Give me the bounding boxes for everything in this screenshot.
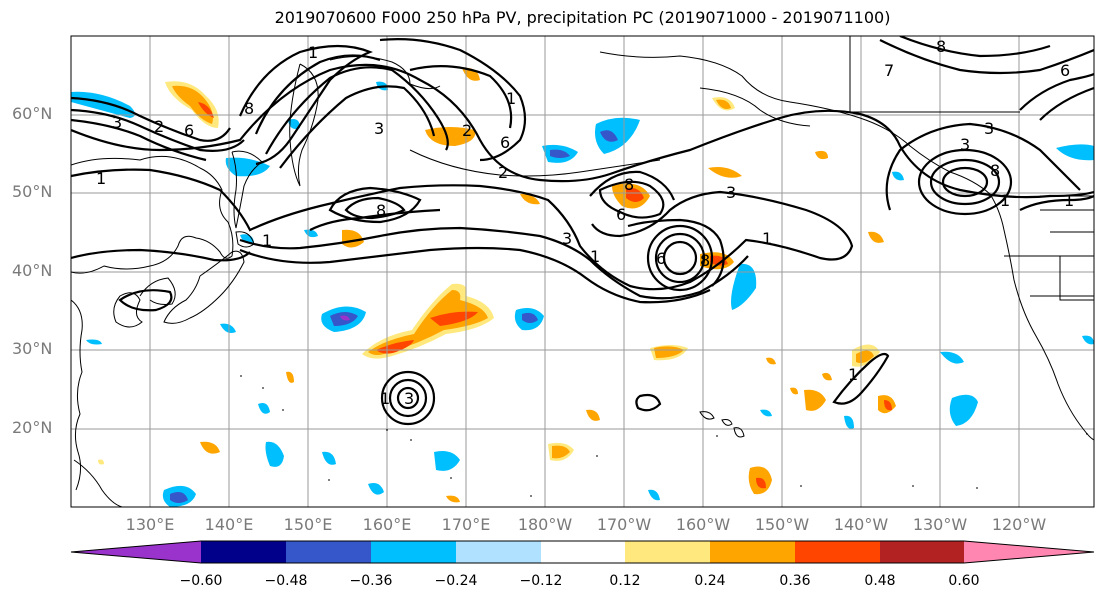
- pv-contours: [71, 36, 1094, 426]
- contour-label: 1: [848, 365, 858, 384]
- contour-label: 8: [244, 99, 254, 118]
- colorbar-segment: [541, 541, 626, 563]
- colorbar: [70, 540, 1095, 564]
- contour-label: 6: [616, 205, 626, 224]
- colorbar-segment: [795, 541, 881, 563]
- lon-label: 130°W: [912, 515, 968, 534]
- contour-label: 1: [380, 389, 390, 408]
- contour-label: 3: [112, 113, 122, 132]
- contour-label: 1: [96, 169, 106, 188]
- colorbar-segment: [710, 541, 796, 563]
- lon-label: 170°E: [441, 515, 491, 534]
- colorbar-segment: [625, 541, 711, 563]
- colorbar-segment: [286, 541, 372, 563]
- contour-label: 3: [960, 135, 970, 154]
- colorbar-tick: −0.12: [519, 573, 563, 589]
- contour-label: 1: [506, 89, 516, 108]
- contour-label: 7: [884, 61, 894, 80]
- colorbar-segment: [880, 541, 965, 563]
- contour-label: 3: [984, 119, 994, 138]
- colorbar-extend-high: [964, 541, 1094, 563]
- lon-label: 170°W: [596, 515, 652, 534]
- colorbar-tick: −0.48: [264, 573, 308, 589]
- map-title: 2019070600 F000 250 hPa PV, precipitatio…: [274, 8, 891, 27]
- contour-label: 8: [990, 161, 1000, 180]
- contour-label: 1: [762, 229, 772, 248]
- contour-label: 8: [376, 201, 386, 220]
- lon-label: 180°W: [517, 515, 573, 534]
- map-frame: [70, 35, 1095, 508]
- contour-label: 8: [936, 37, 946, 56]
- colorbar-tick: −0.24: [434, 573, 478, 589]
- contour-label: 3: [726, 183, 736, 202]
- contour-label: 3: [562, 229, 572, 248]
- contour-label: 3: [374, 119, 384, 138]
- lat-label: 60°N: [12, 104, 53, 123]
- lon-label: 150°E: [283, 515, 333, 534]
- lat-label: 20°N: [12, 418, 53, 437]
- colorbar-extend-low: [71, 541, 201, 563]
- lat-label: 50°N: [12, 182, 53, 201]
- contour-label: 1: [308, 43, 318, 62]
- colorbar-tick: 0.12: [609, 573, 641, 589]
- colorbar-segment: [371, 541, 457, 563]
- contour-label: 6: [184, 121, 194, 140]
- lon-label: 130°E: [125, 515, 175, 534]
- lon-label: 140°E: [204, 515, 254, 534]
- colorbar-tick: 0.60: [948, 573, 980, 589]
- contour-label: 6: [500, 133, 510, 152]
- contour-label: 6: [1060, 61, 1070, 80]
- colorbar-tick: 0.24: [694, 573, 726, 589]
- contour-label: 6: [656, 249, 666, 268]
- contour-label: 2: [498, 163, 508, 182]
- contour-label: 8: [700, 251, 710, 270]
- lon-label: 160°E: [362, 515, 412, 534]
- lon-label: 120°W: [991, 515, 1047, 534]
- contour-label: 3: [404, 389, 414, 408]
- colorbar-segment: [201, 541, 287, 563]
- contour-labels: 3 1 2 8 6 1 3 1 2 8 6 2 3 1 8 6 3 1 6 1 …: [96, 37, 1074, 408]
- lon-label: 140°W: [833, 515, 889, 534]
- colorbar-tick: −0.36: [349, 573, 393, 589]
- colorbar-tick: 0.48: [864, 573, 896, 589]
- lat-label: 40°N: [12, 261, 53, 280]
- contour-label: 8: [624, 175, 634, 194]
- colorbar-tick: −0.60: [179, 573, 223, 589]
- contour-label: 1: [1000, 191, 1010, 210]
- contour-label: 1: [590, 247, 600, 266]
- lat-label: 30°N: [12, 339, 53, 358]
- contour-label: 2: [154, 117, 164, 136]
- contour-label: 2: [462, 121, 472, 140]
- lon-label: 150°W: [754, 515, 810, 534]
- graticule: [71, 36, 1094, 507]
- colorbar-tick: 0.36: [779, 573, 811, 589]
- colorbar-segment: [456, 541, 542, 563]
- lon-label: 160°W: [675, 515, 731, 534]
- contour-label: 1: [262, 231, 272, 250]
- precipitation-shading: [71, 67, 1094, 507]
- contour-label: 1: [1064, 191, 1074, 210]
